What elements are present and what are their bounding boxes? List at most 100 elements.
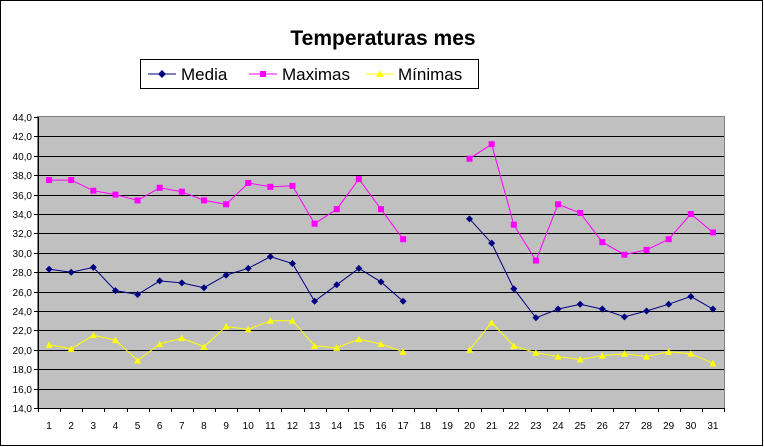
data-point-maximas xyxy=(665,236,672,243)
data-point-media xyxy=(156,277,164,285)
data-point-minimas xyxy=(244,325,252,333)
data-point-maximas xyxy=(466,155,473,162)
x-tick-label: 2 xyxy=(68,421,74,432)
data-point-maximas xyxy=(90,187,97,194)
data-point-minimas xyxy=(178,334,186,342)
data-point-media xyxy=(665,300,673,308)
y-tick-label: 32,0 xyxy=(13,229,33,240)
data-point-maximas xyxy=(532,257,539,264)
data-point-maximas xyxy=(245,179,252,186)
data-point-maximas xyxy=(134,197,141,204)
data-point-minimas xyxy=(311,342,319,349)
x-tick-label: 16 xyxy=(375,421,387,432)
x-tick-label: 26 xyxy=(597,421,609,432)
grid xyxy=(34,117,724,409)
data-point-media xyxy=(687,292,695,300)
legend-label-minimas: Mínimas xyxy=(398,65,462,84)
legend-label-maximas: Maximas xyxy=(282,65,350,84)
data-point-media xyxy=(598,305,606,313)
legend: Media Maximas Mínimas xyxy=(140,59,479,89)
data-point-maximas xyxy=(577,210,584,217)
series-line-maximas xyxy=(469,143,714,262)
data-point-minimas xyxy=(111,336,119,344)
data-point-minimas xyxy=(510,342,518,349)
legend-item-minimas: Mínimas xyxy=(366,65,462,84)
y-tick-label: 20,0 xyxy=(13,346,33,357)
y-tick-label: 42,0 xyxy=(13,132,33,143)
x-tick-label: 8 xyxy=(201,421,207,432)
x-tick-label: 5 xyxy=(135,421,141,432)
data-point-minimas xyxy=(466,346,474,353)
data-point-media xyxy=(620,313,628,321)
y-tick-label: 38,0 xyxy=(13,171,33,182)
x-tick-label: 18 xyxy=(420,421,432,432)
x-tick-label: 12 xyxy=(287,421,299,432)
y-tick-label: 34,0 xyxy=(13,210,33,221)
x-tick-label: 3 xyxy=(91,421,97,432)
chart-title: Temperaturas mes xyxy=(290,27,475,50)
data-point-maximas xyxy=(223,201,230,208)
y-axis-tick-labels: 14,0 16,0 18,0 20,0 22,0 24,0 26,0 28,0 30,0 32,0… xyxy=(13,113,33,415)
data-point-minimas xyxy=(399,348,407,355)
data-point-minimas xyxy=(45,341,53,348)
x-tick-label: 24 xyxy=(552,421,564,432)
legend-box xyxy=(140,59,479,89)
data-point-media xyxy=(311,297,319,305)
data-point-minimas xyxy=(643,353,651,360)
data-point-media xyxy=(45,265,53,273)
data-point-media xyxy=(200,284,208,292)
data-point-minimas xyxy=(598,352,606,359)
data-point-media xyxy=(111,287,119,295)
data-point-media xyxy=(355,264,363,272)
y-tick-label: 26,0 xyxy=(13,288,33,299)
x-tick-label: 13 xyxy=(309,421,321,432)
data-point-media xyxy=(466,215,474,223)
y-tick-label: 22,0 xyxy=(13,326,33,337)
data-point-maximas xyxy=(621,251,628,258)
legend-item-media: Media xyxy=(148,65,228,84)
x-tick-label: 22 xyxy=(508,421,520,432)
y-tick-label: 14,0 xyxy=(13,404,33,415)
data-point-media xyxy=(488,239,496,247)
data-point-media xyxy=(89,263,97,271)
x-tick-label: 28 xyxy=(641,421,653,432)
data-point-minimas xyxy=(488,319,496,326)
x-tick-label: 25 xyxy=(575,421,587,432)
data-point-media xyxy=(222,271,230,279)
data-point-maximas xyxy=(378,206,384,213)
data-point-minimas xyxy=(333,344,341,351)
y-tick-label: 24,0 xyxy=(13,307,33,318)
x-tick-label: 11 xyxy=(265,421,276,432)
series-lines xyxy=(49,143,714,364)
data-point-media xyxy=(288,259,296,267)
data-point-minimas xyxy=(89,331,97,339)
data-point-maximas xyxy=(599,239,606,246)
x-tick-label: 27 xyxy=(619,421,631,432)
x-tick-label: 23 xyxy=(530,421,542,432)
data-point-maximas xyxy=(488,141,495,148)
y-tick-label: 30,0 xyxy=(13,249,33,260)
data-point-media xyxy=(134,291,142,299)
data-point-maximas xyxy=(709,229,716,236)
legend-item-maximas: Maximas xyxy=(249,65,350,84)
data-point-maximas xyxy=(267,183,274,190)
data-point-minimas xyxy=(665,348,673,355)
data-point-maximas xyxy=(400,236,407,243)
x-tick-label: 19 xyxy=(442,421,454,432)
data-point-maximas xyxy=(510,221,517,228)
data-point-minimas xyxy=(377,340,385,347)
x-tick-label: 29 xyxy=(663,421,675,432)
y-tick-label: 18,0 xyxy=(13,365,33,376)
x-tick-label: 14 xyxy=(331,421,343,432)
x-tick-label: 30 xyxy=(685,421,697,432)
data-point-media xyxy=(377,278,385,286)
x-tick-label: 31 xyxy=(707,421,719,432)
data-point-media xyxy=(266,253,274,261)
data-point-media xyxy=(510,285,518,293)
data-point-minimas xyxy=(620,350,628,357)
y-tick-label: 28,0 xyxy=(13,268,33,279)
data-point-minimas xyxy=(266,317,274,324)
diamond-marker-icon xyxy=(158,70,166,78)
axes xyxy=(38,117,725,412)
